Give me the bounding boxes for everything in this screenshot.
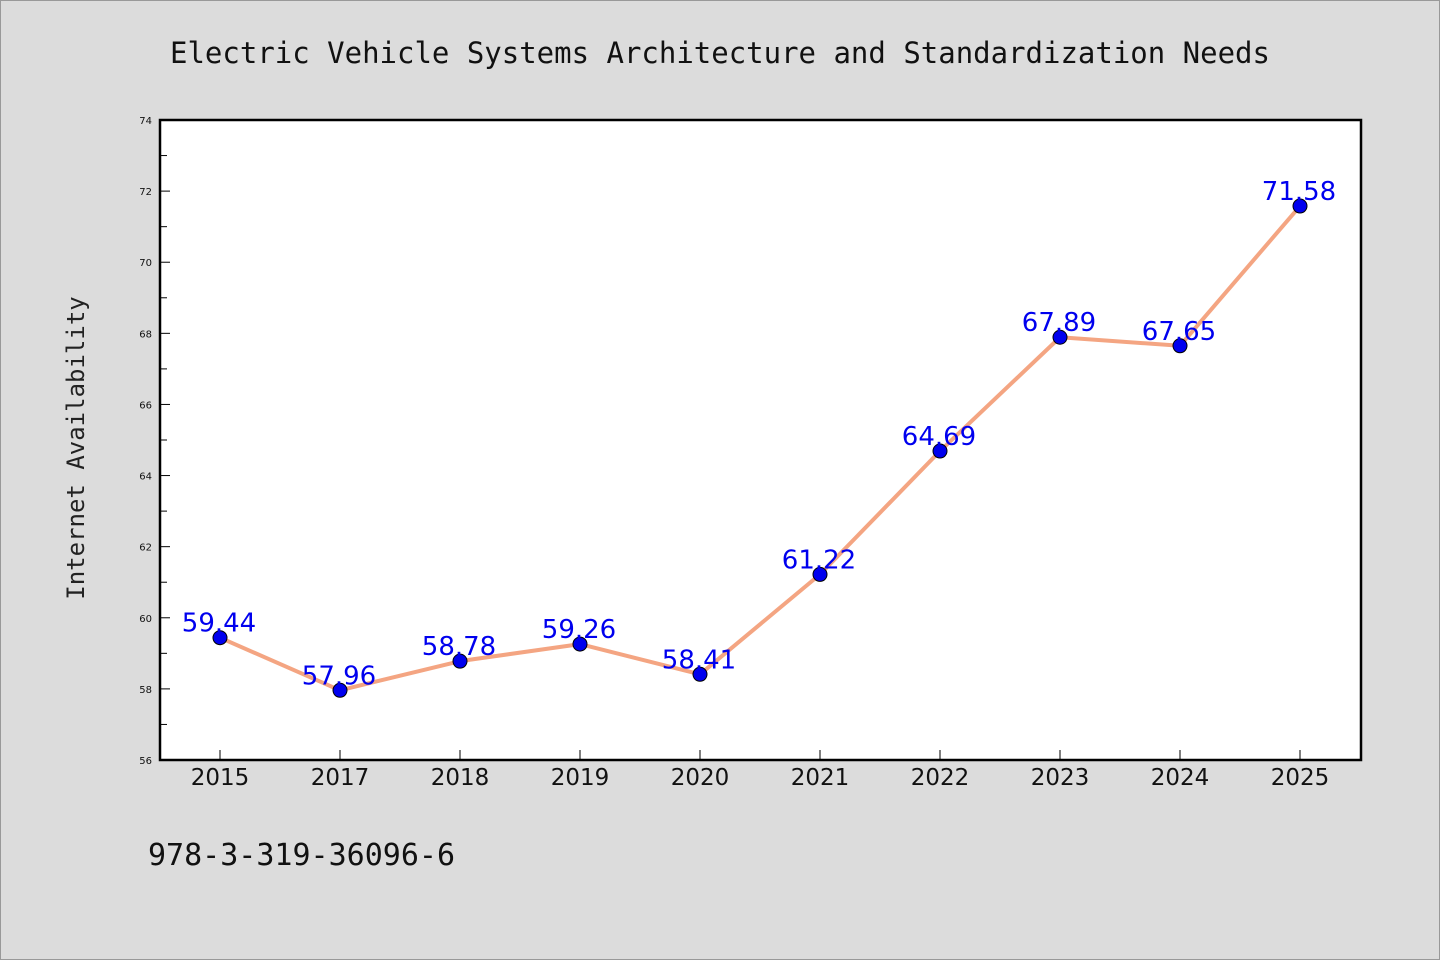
data-label: 71.58: [1262, 177, 1336, 207]
x-tick-label: 2022: [911, 765, 970, 791]
data-point: [1052, 329, 1068, 345]
y-tick-label: 70: [139, 258, 152, 269]
data-label: 67.89: [1022, 308, 1096, 338]
y-axis: 56 58 60 62 64 66 68 70 72 74: [139, 116, 170, 767]
x-tick-label: 2023: [1031, 765, 1090, 791]
x-tick-label: 2019: [551, 765, 610, 791]
y-tick-label: 64: [139, 472, 152, 483]
data-markers: [212, 198, 1308, 698]
isbn-footer: 978-3-319-36096-6: [148, 838, 455, 873]
data-label: 58.41: [662, 645, 736, 675]
data-label: 58.78: [422, 632, 496, 662]
y-tick-label: 56: [139, 756, 152, 767]
y-tick-label: 74: [139, 116, 152, 127]
x-axis: 2015 2017 2018 2019 2020 2021 2022 2023 2024 2025: [191, 750, 1330, 791]
y-tick-label: 58: [139, 685, 152, 696]
data-point: [452, 653, 468, 669]
x-tick-label: 2017: [311, 765, 370, 791]
data-point: [572, 636, 588, 652]
data-point: [1292, 198, 1308, 214]
y-tick-label: 60: [139, 614, 152, 625]
data-point: [332, 682, 348, 698]
data-point: [212, 630, 228, 646]
data-labels: 59.44 57.96 58.78 59.26 58.41 61.22 64.69 67.89…: [182, 177, 1336, 691]
data-label: 64.69: [902, 422, 976, 452]
x-tick-label: 2020: [671, 765, 730, 791]
data-point: [1172, 338, 1188, 354]
series-line: [218, 204, 1302, 693]
data-label: 59.44: [182, 609, 256, 639]
x-tick-label: 2024: [1151, 765, 1210, 791]
y-tick-label: 68: [139, 329, 152, 340]
data-label: 59.26: [542, 615, 616, 645]
x-tick-label: 2021: [791, 765, 850, 791]
x-tick-label: 2015: [191, 765, 250, 791]
y-tick-label: 66: [139, 400, 152, 411]
x-tick-label: 2018: [431, 765, 490, 791]
x-tick-label: 2025: [1271, 765, 1330, 791]
data-label: 57.96: [302, 661, 376, 691]
data-point: [932, 443, 948, 459]
data-label: 61.22: [782, 545, 856, 575]
data-point: [812, 566, 828, 582]
data-point: [692, 666, 708, 682]
y-tick-label: 62: [139, 543, 152, 554]
chart-title: Electric Vehicle Systems Architecture an…: [170, 36, 1270, 70]
y-tick-label: 72: [139, 187, 152, 198]
y-axis-label: Internet Availability: [62, 296, 90, 599]
data-label: 67.65: [1142, 317, 1216, 347]
plot-area: [158, 118, 1363, 762]
